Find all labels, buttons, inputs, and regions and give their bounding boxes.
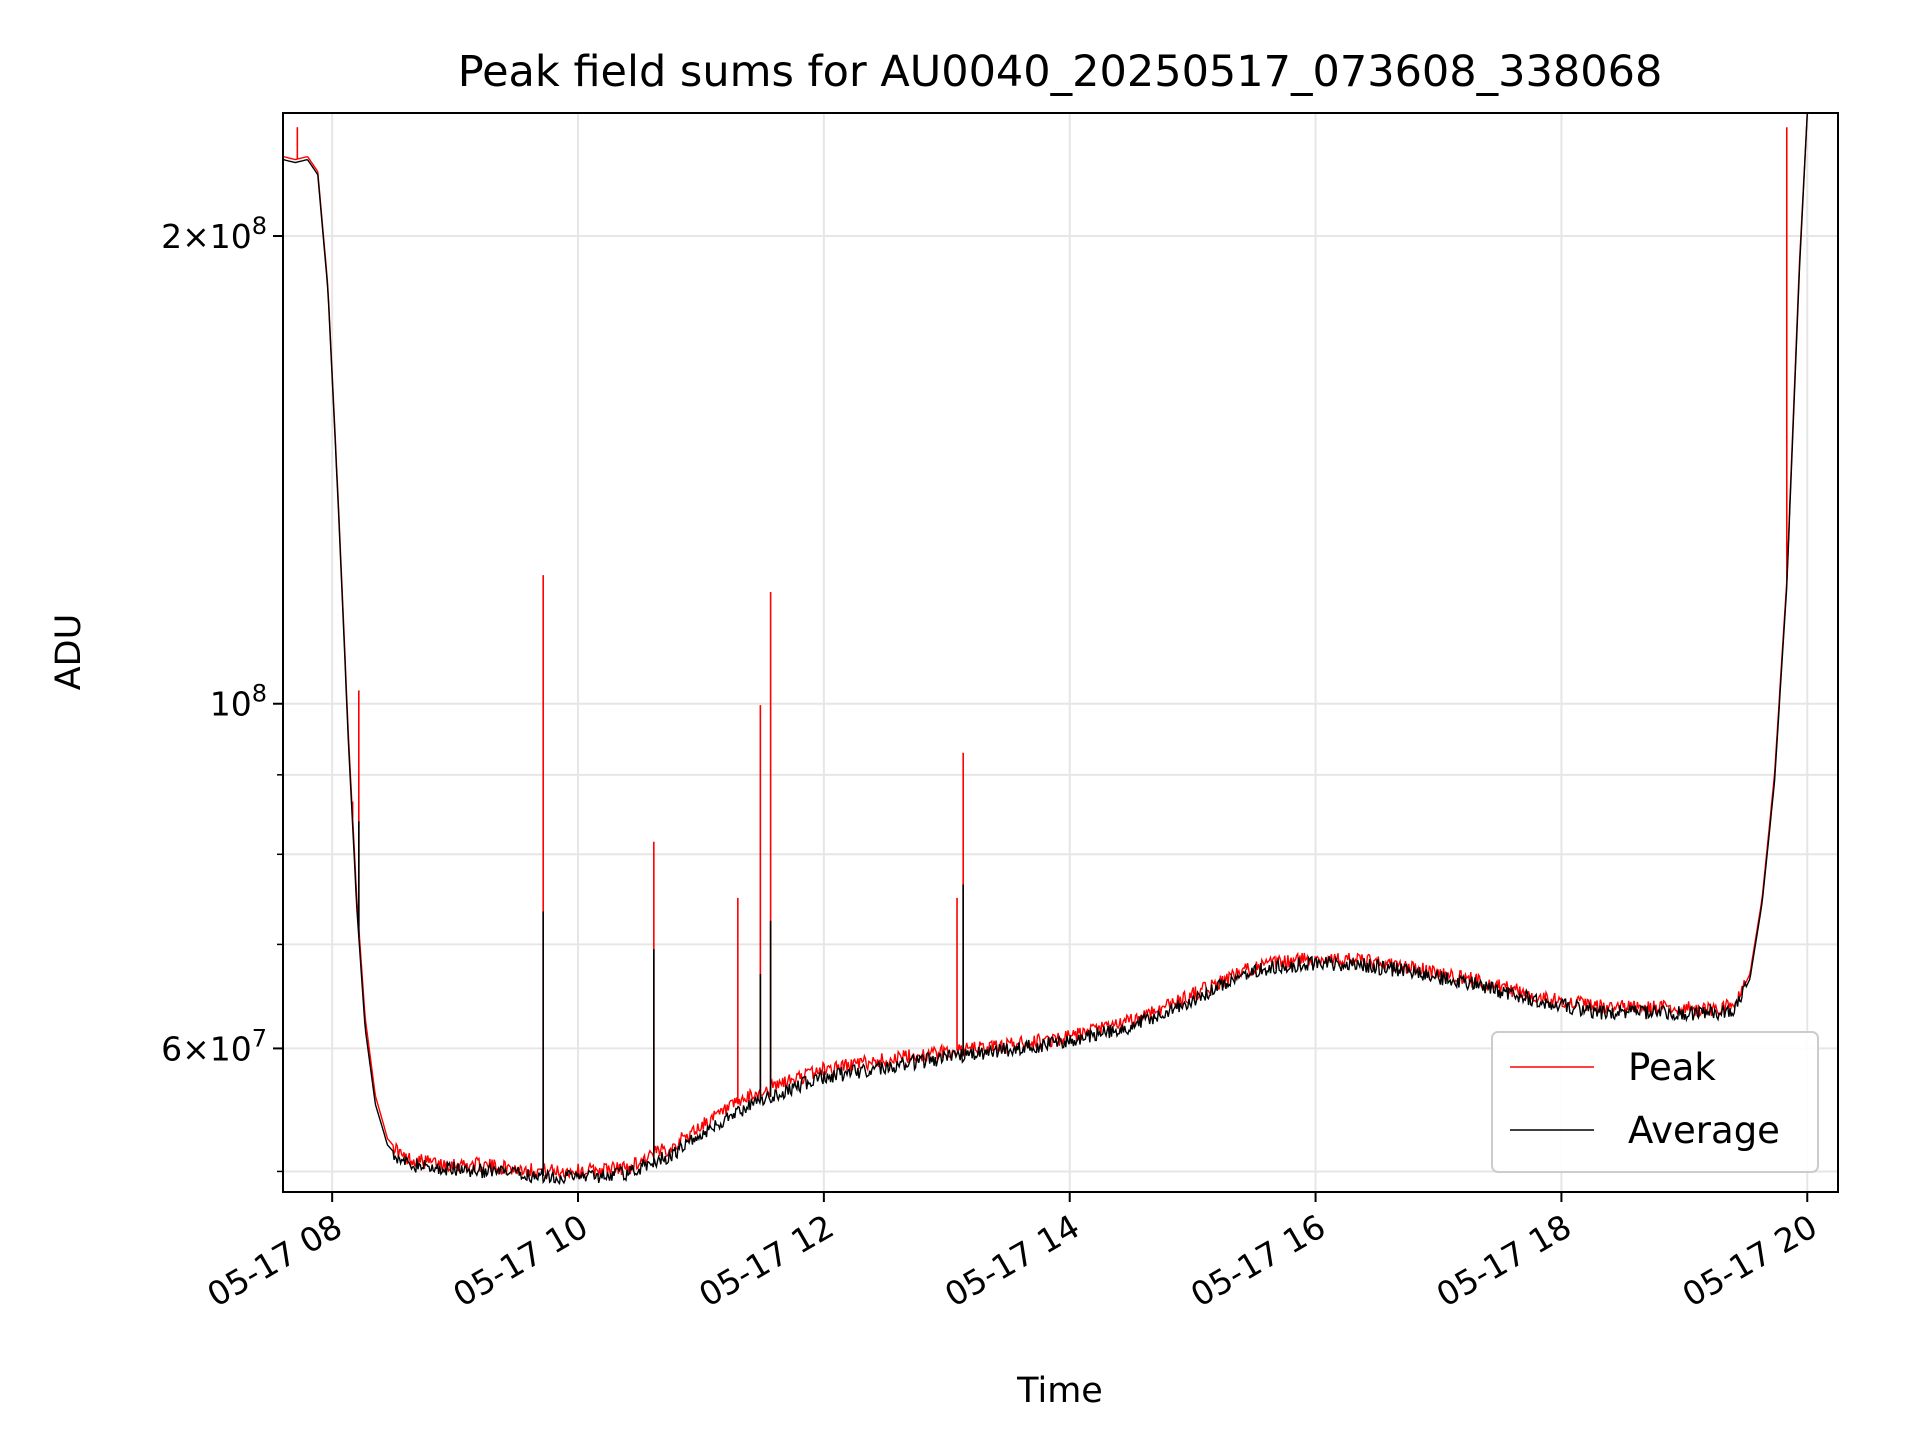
plot-series <box>283 113 1808 1186</box>
series-line-average <box>283 113 1808 1186</box>
chart-title: Peak field sums for AU0040_20250517_0736… <box>458 47 1663 97</box>
y-tick-label: 108 <box>210 680 267 724</box>
plot-frame <box>282 112 1839 1193</box>
y-tick-label: 6×107 <box>161 1024 267 1068</box>
y-axis-label: ADU <box>49 614 89 691</box>
y-tick-label: 2×108 <box>161 212 267 256</box>
series-line-peak <box>283 113 1808 1181</box>
legend-label-peak: Peak <box>1628 1046 1716 1089</box>
legend: Peak Average <box>1491 1031 1819 1173</box>
x-axis-label: Time <box>1016 1371 1103 1411</box>
legend-label-average: Average <box>1628 1109 1780 1152</box>
